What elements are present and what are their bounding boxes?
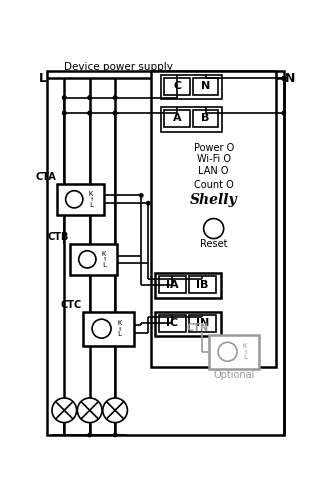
Circle shape [282,77,286,80]
Circle shape [204,218,224,239]
Text: A: A [173,113,182,123]
Text: Device power supply: Device power supply [64,62,172,72]
Text: CTB: CTB [47,232,69,243]
Text: IB: IB [196,280,209,290]
Bar [209,335,259,369]
Circle shape [282,77,286,80]
Text: N: N [285,72,295,85]
Text: B: B [201,113,210,123]
Bar [189,315,216,332]
Bar [189,276,216,293]
Bar [193,77,218,95]
Text: LAN O: LAN O [198,166,229,176]
Text: K
↑
L: K ↑ L [89,191,93,208]
Circle shape [113,96,117,100]
Bar [159,276,186,293]
Circle shape [113,96,117,100]
Bar [164,110,190,127]
Text: IN: IN [196,318,209,328]
Text: C: C [173,81,181,91]
Text: CTC: CTC [61,300,82,310]
Text: IC: IC [166,318,179,328]
Text: K
↑
L: K ↑ L [117,320,121,337]
Text: Reset: Reset [200,239,227,249]
Circle shape [88,111,91,115]
Circle shape [218,342,237,361]
Circle shape [63,111,66,115]
Circle shape [103,398,127,423]
Circle shape [282,111,286,115]
Bar [70,244,118,275]
Circle shape [92,319,111,338]
Text: L: L [38,72,47,85]
Circle shape [88,96,91,100]
Bar [159,315,186,332]
Circle shape [88,433,91,437]
Text: Wi-Fi O: Wi-Fi O [197,154,231,164]
Text: K
↑
L: K ↑ L [102,251,106,268]
Bar [155,273,221,298]
Bar [161,74,222,99]
Circle shape [63,96,66,100]
Text: CTN: CTN [186,323,208,333]
Text: CTA: CTA [35,173,56,182]
Text: IA: IA [166,280,179,290]
Bar [83,312,134,346]
Bar [151,70,276,367]
Circle shape [66,191,83,208]
Circle shape [78,398,102,423]
Circle shape [113,433,117,437]
Circle shape [113,111,117,115]
Circle shape [140,194,143,197]
Circle shape [52,398,77,423]
Text: K
↑
L: K ↑ L [243,343,247,360]
Text: Optional: Optional [214,370,255,380]
Bar [57,184,104,214]
Circle shape [79,251,96,268]
Bar [155,312,221,336]
Circle shape [113,111,117,115]
Circle shape [88,96,91,100]
Bar [164,77,190,95]
Text: Count O: Count O [194,179,234,190]
Circle shape [147,202,150,205]
Text: Power O: Power O [193,142,234,153]
Text: Shelly: Shelly [190,193,237,207]
Circle shape [63,111,66,115]
Text: N: N [201,81,210,91]
Bar [193,110,218,127]
Circle shape [63,96,66,100]
Bar [161,107,222,132]
Circle shape [88,111,91,115]
